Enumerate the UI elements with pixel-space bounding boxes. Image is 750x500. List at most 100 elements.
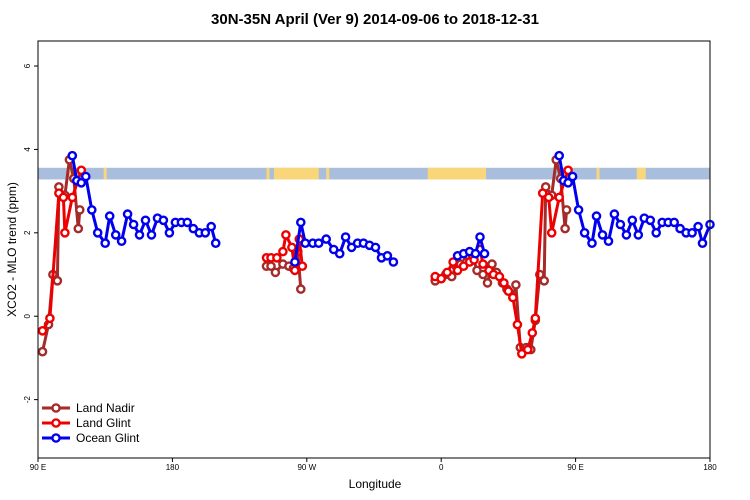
series-land-nadir: [37, 154, 572, 357]
data-point: [321, 234, 332, 244]
data-point: [146, 230, 157, 240]
data-point: [60, 227, 70, 238]
data-point: [573, 205, 584, 215]
data-point: [278, 246, 288, 257]
data-point: [370, 242, 381, 253]
data-point: [567, 171, 578, 182]
data-point: [452, 265, 463, 276]
data-point: [334, 248, 345, 259]
data-point: [494, 271, 505, 282]
data-point: [346, 242, 357, 253]
data-point: [116, 236, 127, 246]
ocean-band: [38, 167, 710, 180]
x-tick-label: 90 E: [30, 463, 46, 472]
data-point: [328, 244, 339, 255]
data-point: [67, 192, 78, 203]
data-point: [37, 325, 48, 336]
data-point: [458, 261, 469, 272]
data-point: [37, 346, 48, 357]
data-point: [140, 215, 151, 226]
data-point: [290, 265, 300, 276]
data-point: [530, 313, 541, 324]
data-point: [560, 223, 570, 234]
legend-label: Ocean Glint: [76, 431, 140, 445]
data-point: [527, 328, 538, 338]
y-tick-label: 6: [23, 63, 32, 68]
data-point: [587, 238, 597, 248]
data-point: [561, 205, 572, 215]
data-point: [206, 221, 216, 232]
land-band-segment: [266, 167, 270, 180]
y-tick-label: 2: [23, 230, 32, 235]
data-point: [697, 238, 708, 248]
land-band-segment: [427, 167, 486, 180]
y-tick-label: 4: [23, 147, 32, 152]
data-point: [563, 165, 573, 176]
legend-entry: Ocean Glint: [42, 431, 140, 445]
series-land-glint: [37, 165, 573, 359]
data-point: [609, 209, 620, 219]
legend-label: Land Glint: [76, 416, 131, 430]
data-point: [511, 280, 521, 290]
data-point: [73, 223, 84, 234]
data-point: [272, 252, 282, 263]
data-point: [603, 236, 614, 246]
data-point: [200, 227, 211, 238]
data-point: [442, 267, 453, 278]
land-band-segment: [69, 167, 73, 180]
land-band-segment: [103, 167, 107, 180]
data-point: [537, 188, 548, 198]
data-point: [499, 278, 509, 288]
data-point: [128, 219, 139, 230]
legend-label: Land Nadir: [76, 401, 135, 415]
data-point: [523, 344, 533, 355]
x-axis-label: Longitude: [349, 477, 402, 491]
data-point: [52, 275, 63, 286]
data-point: [81, 171, 91, 182]
data-point: [512, 319, 523, 330]
land-band-segment: [273, 167, 319, 180]
data-point: [182, 217, 193, 228]
data-point: [75, 205, 85, 215]
background-band: [38, 167, 710, 180]
data-point: [621, 230, 632, 240]
x-axis: 90 E 180 90 W 0 90 E 180: [30, 458, 717, 472]
data-point: [503, 286, 514, 297]
x-tick-label: 90 E: [567, 463, 583, 472]
data-point: [300, 238, 311, 248]
x-tick-label: 180: [703, 463, 717, 472]
data-point: [287, 242, 297, 253]
y-axis: -2 0 2 4 6: [23, 63, 38, 403]
data-point: [539, 275, 550, 286]
data-point: [633, 230, 644, 240]
data-point: [76, 165, 87, 176]
data-point: [266, 261, 276, 272]
data-point: [164, 227, 175, 238]
data-point: [543, 192, 554, 203]
data-point: [297, 261, 308, 272]
data-point: [669, 217, 680, 228]
data-point: [546, 227, 557, 238]
data-point: [591, 211, 602, 221]
y-axis-label: XCO2 - MLO trend (ppm): [5, 182, 19, 317]
data-point: [210, 238, 221, 248]
data-point: [58, 192, 69, 203]
land-band-segment: [596, 167, 600, 180]
data-point: [388, 257, 399, 267]
data-point: [134, 230, 145, 240]
data-point: [479, 248, 490, 259]
data-point: [313, 238, 324, 248]
data-point: [554, 150, 565, 161]
data-point: [295, 284, 306, 294]
data-point: [122, 209, 133, 219]
y-tick-label: 0: [23, 313, 32, 318]
series-ocean-glint: [67, 150, 715, 267]
legend-entry: Land Glint: [42, 416, 131, 430]
data-point: [295, 217, 306, 228]
data-point: [508, 292, 518, 303]
data-point: [693, 221, 703, 232]
y-tick-label: -2: [23, 396, 32, 404]
data-point: [470, 248, 481, 259]
